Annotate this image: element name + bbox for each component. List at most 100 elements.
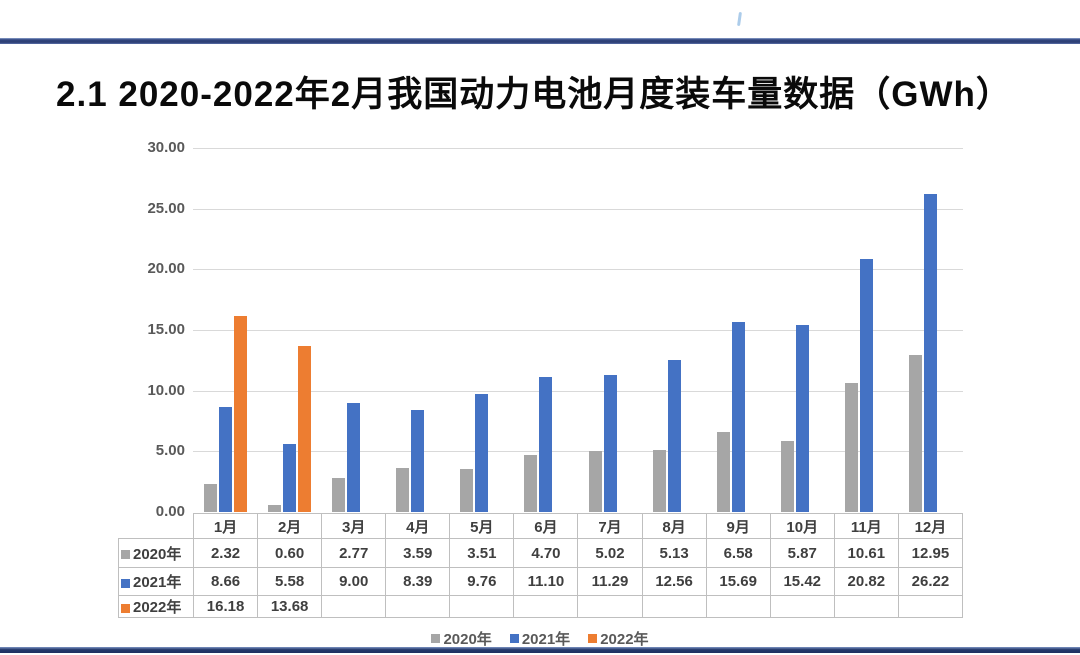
table-value-cell: 16.18	[192, 595, 259, 618]
legend-item-2022年: 2022年	[588, 628, 649, 649]
table-value-cell: 3.51	[449, 538, 515, 568]
gridline	[193, 390, 963, 392]
table-row-2021年: 2021年 8.66 5.58 9.00 8.39 9.76 11.10 11.29 12.56…	[118, 567, 964, 596]
table-series-header: 2020年	[118, 538, 194, 568]
category-group-9月	[706, 148, 770, 512]
table-value-cell: 5.87	[769, 538, 835, 568]
bar-2020年-11月	[845, 383, 859, 512]
category-group-2月	[257, 148, 321, 512]
bar-2022年-1月	[233, 316, 247, 512]
table-value-cell: 11.10	[513, 567, 579, 596]
y-axis-tick-label: 25.00	[147, 199, 185, 217]
bar-2020年-12月	[909, 355, 923, 512]
gridline	[193, 330, 963, 331]
bar-2021年-4月	[411, 410, 425, 512]
table-value-cell: 8.39	[385, 567, 451, 596]
table-month-header: 6月	[513, 513, 579, 539]
table-value-cell: 5.13	[641, 538, 707, 568]
table-value-cell: 10.61	[833, 538, 899, 568]
legend-item-2020年: 2020年	[431, 628, 492, 649]
table-value-cell: 5.02	[577, 538, 643, 568]
table-month-header: 10月	[769, 513, 835, 539]
legend-item-2021年: 2021年	[509, 628, 571, 649]
category-group-3月	[321, 148, 385, 512]
table-month-header: 7月	[577, 513, 643, 539]
series-name: 2021年	[133, 574, 182, 591]
bar-2021年-3月	[346, 403, 360, 512]
bar-2020年-8月	[652, 450, 666, 512]
table-month-header: 9月	[705, 513, 771, 539]
bar-2022年-2月	[297, 346, 311, 512]
gridline	[193, 269, 963, 271]
table-month-header: 3月	[321, 513, 387, 539]
bar-2021年-9月	[731, 322, 745, 512]
chart-legend: 2020年 2021年 2022年	[0, 628, 1080, 649]
bar-2020年-10月	[781, 441, 795, 512]
table-value-cell: 8.66	[192, 567, 259, 596]
table-series-header: 2022年	[118, 595, 194, 618]
category-group-4月	[386, 148, 450, 512]
table-value-cell: 26.22	[897, 567, 964, 596]
top-divider-rule	[0, 38, 1080, 44]
table-value-cell: 13.68	[257, 595, 323, 618]
gridline	[193, 148, 963, 149]
table-month-header: 4月	[385, 513, 451, 539]
bar-2021年-2月	[282, 444, 296, 512]
table-month-header: 1月	[192, 513, 259, 539]
bar-2021年-10月	[796, 325, 810, 512]
table-value-cell: 11.29	[577, 567, 643, 596]
table-value-cell: 2.32	[192, 538, 259, 568]
category-group-1月	[193, 148, 257, 512]
series-swatch-icon	[121, 578, 130, 588]
table-value-cell: 15.42	[769, 567, 835, 596]
series-name: 2022年	[133, 599, 182, 616]
table-value-cell: 9.00	[321, 567, 387, 596]
series-swatch-icon	[121, 603, 130, 613]
category-group-8月	[642, 148, 706, 512]
table-header-row: 1月 2月 3月 4月 5月 6月 7月 8月 9月 10月 11月 12月	[119, 513, 964, 539]
table-row-2020年: 2020年 2.32 0.60 2.77 3.59 3.51 4.70 5.02 5.13 6.5…	[118, 538, 964, 568]
bar-2020年-4月	[396, 468, 410, 512]
table-value-cell: 6.58	[705, 538, 771, 568]
table-value-cell: 12.95	[897, 538, 964, 568]
table-value-cell	[705, 595, 771, 618]
bar-2020年-6月	[524, 455, 538, 512]
legend-label: 2021年	[521, 631, 571, 648]
table-value-cell: 4.70	[513, 538, 579, 568]
table-value-cell: 9.76	[449, 567, 515, 596]
table-month-header: 12月	[897, 513, 964, 539]
bar-2020年-7月	[588, 451, 602, 512]
bar-2020年-1月	[203, 484, 217, 512]
table-value-cell: 12.56	[641, 567, 707, 596]
table-value-cell	[385, 595, 451, 618]
legend-label: 2022年	[600, 631, 649, 648]
bar-2021年-5月	[475, 394, 489, 512]
table-value-cell: 0.60	[257, 538, 323, 568]
y-axis-tick-label: 10.00	[147, 381, 185, 399]
legend-swatch-icon	[588, 634, 598, 643]
slide-title: 2.1 2020-2022年2月我国动力电池月度装车量数据（GWh）	[56, 75, 1012, 114]
chart-data-table: 1月 2月 3月 4月 5月 6月 7月 8月 9月 10月 11月 12月 2020年 2.32 0.60…	[118, 513, 964, 618]
y-axis-tick-label: 5.00	[155, 442, 185, 460]
legend-swatch-icon	[509, 634, 519, 643]
y-axis-tick-label: 15.00	[147, 321, 185, 338]
series-name: 2020年	[133, 545, 182, 563]
table-value-cell	[449, 595, 515, 618]
table-corner-cell	[119, 514, 194, 539]
gridline	[193, 208, 963, 210]
table-month-header: 11月	[833, 513, 899, 539]
table-value-cell: 3.59	[385, 538, 451, 568]
bar-2020年-5月	[460, 469, 474, 512]
bar-2021年-6月	[539, 377, 553, 512]
table-value-cell	[833, 595, 899, 618]
bar-2021年-8月	[667, 360, 681, 512]
y-axis-tick-label: 0.00	[155, 503, 185, 520]
bar-2021年-1月	[218, 407, 232, 512]
table-month-header: 8月	[641, 513, 707, 539]
category-group-6月	[514, 148, 578, 512]
bar-2020年-2月	[267, 505, 281, 512]
bottom-divider-rule	[0, 647, 1080, 653]
y-axis-tick-label: 30.00	[147, 139, 185, 156]
bar-2020年-3月	[331, 478, 345, 512]
